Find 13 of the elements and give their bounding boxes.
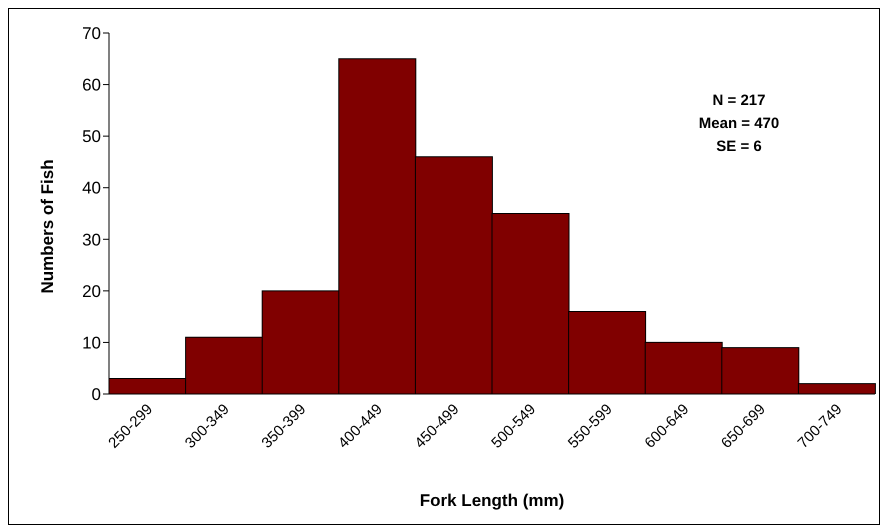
y-axis-title: Numbers of Fish: [38, 159, 58, 294]
annotation: SE = 6: [715, 137, 763, 157]
annotation: N = 217: [712, 91, 766, 111]
y-tick-label: 40: [82, 178, 101, 198]
x-axis-title: Fork Length (mm): [420, 491, 564, 510]
y-tick-label: 70: [82, 24, 101, 44]
annotation: Mean = 470: [698, 114, 780, 134]
y-tick-label: 50: [82, 127, 101, 146]
y-tick-label: 20: [82, 282, 101, 301]
y-tick-label: 60: [82, 76, 101, 95]
y-tick-label: 10: [82, 333, 101, 352]
y-tick-label: 0: [92, 385, 101, 404]
y-tick-label: 30: [82, 230, 101, 250]
